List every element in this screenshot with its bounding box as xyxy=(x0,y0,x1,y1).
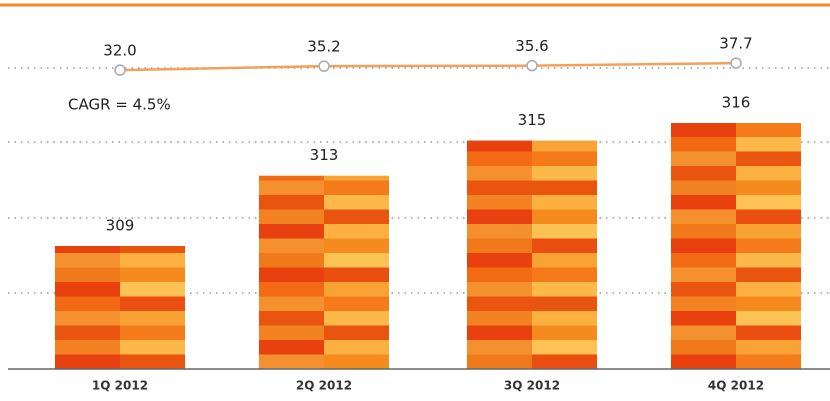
line xyxy=(119,61,737,72)
line-value-label: 32.0 xyxy=(103,42,136,60)
bar xyxy=(55,246,185,369)
line-value-label: 35.6 xyxy=(515,37,548,55)
line-marker xyxy=(318,60,330,72)
line-marker xyxy=(114,64,126,76)
line-value-label: 37.7 xyxy=(719,35,752,53)
line-marker xyxy=(730,57,742,69)
x-tick-label: 3Q 2012 xyxy=(504,379,560,393)
x-tick-label: 1Q 2012 xyxy=(92,379,148,393)
bar-value-label: 316 xyxy=(722,94,751,112)
x-tick-label: 4Q 2012 xyxy=(708,379,764,393)
annotation: CAGR = 4.5% xyxy=(68,96,171,114)
bar xyxy=(467,140,597,369)
bar xyxy=(671,123,801,369)
bar xyxy=(259,175,389,369)
bar-value-label: 309 xyxy=(106,217,135,235)
bar-value-label: 315 xyxy=(518,111,547,129)
bar-value-label: 313 xyxy=(310,146,339,164)
line-marker xyxy=(526,59,538,72)
line-value-label: 35.2 xyxy=(307,38,340,56)
x-tick-label: 2Q 2012 xyxy=(296,379,352,393)
